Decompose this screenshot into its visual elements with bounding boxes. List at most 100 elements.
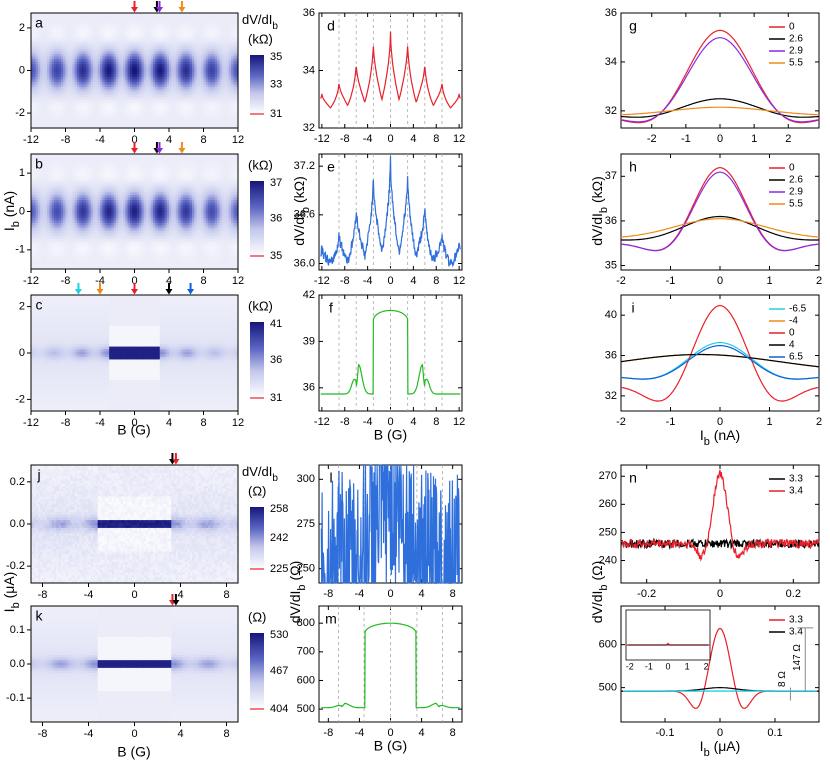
heatmap-cell xyxy=(81,110,85,114)
heatmap-cell xyxy=(106,61,110,65)
heatmap-cell xyxy=(49,25,53,29)
heatmap-cell xyxy=(79,84,83,88)
heatmap-cell xyxy=(72,61,76,65)
heatmap-cell xyxy=(88,53,92,58)
heatmap-cell xyxy=(60,20,64,24)
heatmap-cell xyxy=(81,102,85,106)
heatmap-cell xyxy=(77,117,80,121)
heatmap-cell xyxy=(49,33,53,37)
heatmap-cell xyxy=(44,112,48,116)
heatmap-cell xyxy=(93,74,96,78)
heatmap-cell xyxy=(35,99,39,104)
heatmap-cell xyxy=(35,105,39,109)
heatmap-cell xyxy=(47,41,50,45)
heatmap-cell xyxy=(63,30,67,35)
heatmap-cell xyxy=(58,82,62,86)
heatmap-cell xyxy=(95,82,99,86)
heatmap-cell xyxy=(109,30,113,35)
heatmap-cell xyxy=(93,120,96,124)
heatmap-cell xyxy=(100,117,103,121)
heatmap-cell xyxy=(93,25,96,29)
heatmap-cell xyxy=(37,23,41,27)
heatmap-cell xyxy=(77,79,80,83)
heatmap-cell xyxy=(33,87,37,91)
heatmap-cell xyxy=(33,20,37,24)
heatmap-cell xyxy=(51,97,55,101)
heatmap-cell xyxy=(31,64,34,68)
heatmap-cell xyxy=(67,94,71,98)
heatmap-cell xyxy=(111,94,115,98)
heatmap-cell xyxy=(72,46,76,50)
heatmap-cell xyxy=(104,33,108,37)
heatmap-cell xyxy=(42,94,46,98)
heatmap-cell xyxy=(51,107,55,111)
heatmap-cell xyxy=(93,99,96,104)
heatmap-cell xyxy=(47,110,50,114)
heatmap-cell xyxy=(33,56,37,60)
heatmap-cell xyxy=(104,59,108,63)
heatmap-cell xyxy=(86,59,90,63)
heatmap-cell xyxy=(37,69,41,73)
heatmap-cell xyxy=(60,84,64,88)
heatmap-cell xyxy=(97,38,101,42)
heatmap-cell xyxy=(70,102,73,106)
heatmap-cell xyxy=(93,102,96,106)
heatmap-cell xyxy=(86,28,90,32)
heatmap-cell xyxy=(72,53,76,58)
heatmap-cell xyxy=(74,56,78,60)
heatmap-cell xyxy=(65,115,69,119)
heatmap-cell xyxy=(72,74,76,78)
heatmap-cell xyxy=(35,79,39,83)
heatmap-cell xyxy=(77,102,80,106)
heatmap-cell xyxy=(77,33,80,37)
heatmap-cell xyxy=(83,110,87,114)
heatmap-cell xyxy=(102,36,106,40)
heatmap-cell xyxy=(70,18,73,22)
heatmap-cell xyxy=(40,82,44,86)
heatmap-cell xyxy=(35,82,39,86)
heatmap-cell xyxy=(42,82,46,86)
heatmap-cell xyxy=(102,97,106,101)
heatmap-cell xyxy=(86,43,90,47)
heatmap-cell xyxy=(90,110,94,114)
heatmap-cell xyxy=(31,125,34,129)
heatmap-cell xyxy=(70,99,73,104)
heatmap-cell xyxy=(47,97,50,101)
heatmap-cell xyxy=(40,105,44,109)
heatmap-cell xyxy=(35,28,39,32)
heatmap-cell xyxy=(93,18,96,22)
heatmap-cell xyxy=(63,23,67,27)
heatmap-cell xyxy=(56,105,60,109)
heatmap-cell xyxy=(88,79,92,83)
heatmap-cell xyxy=(88,82,92,86)
heatmap-cell xyxy=(72,82,76,86)
heatmap-cell xyxy=(47,89,50,93)
heatmap-cell xyxy=(56,87,60,91)
heatmap-cell xyxy=(56,56,60,60)
heatmap-cell xyxy=(102,122,106,127)
heatmap-cell xyxy=(77,48,80,52)
heatmap-cell xyxy=(102,87,106,91)
heatmap-cell xyxy=(102,125,106,129)
heatmap-cell xyxy=(49,102,53,106)
heatmap-cell xyxy=(42,30,46,35)
heatmap-cell xyxy=(54,20,57,24)
heatmap-cell xyxy=(86,92,90,96)
heatmap-cell xyxy=(37,64,41,68)
heatmap-cell xyxy=(65,71,69,75)
heatmap-cell xyxy=(74,25,78,29)
heatmap-cell xyxy=(47,74,50,78)
heatmap-cell xyxy=(104,122,108,127)
heatmap-cell xyxy=(35,102,39,106)
heatmap-cell xyxy=(47,115,50,119)
heatmap-cell xyxy=(104,48,108,52)
heatmap-cell xyxy=(81,94,85,98)
heatmap-cell xyxy=(104,82,108,86)
heatmap-cell xyxy=(93,30,96,35)
heatmap-cell xyxy=(97,13,101,17)
heatmap-cell xyxy=(67,97,71,101)
heatmap-cell xyxy=(70,38,73,42)
heatmap-cell xyxy=(51,92,55,96)
heatmap-cell xyxy=(106,20,110,24)
heatmap-cell xyxy=(70,94,73,98)
